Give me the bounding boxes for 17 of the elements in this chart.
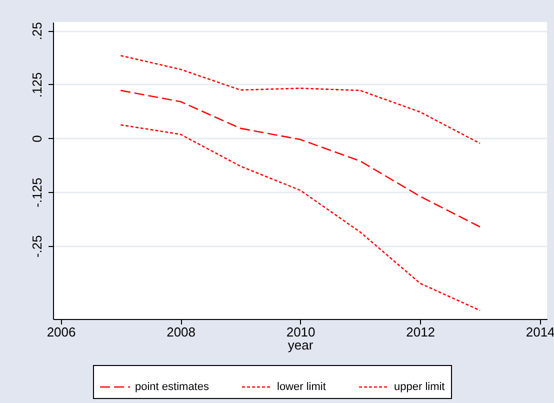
- line-series: [120, 90, 481, 228]
- y-tick-label: -.125: [30, 178, 44, 208]
- x-axis-title: year: [288, 338, 314, 352]
- y-tick-label: .125: [30, 72, 44, 98]
- x-tick-label: 2008: [166, 324, 196, 340]
- line-series: [120, 54, 481, 144]
- legend-label: point estimates: [135, 381, 210, 393]
- line-series: [120, 124, 481, 312]
- y-tick-label: 0: [30, 135, 44, 142]
- y-tick-label: -.25: [30, 235, 44, 258]
- y-tick-label: .25: [30, 22, 44, 40]
- legend-label: upper limit: [394, 381, 445, 393]
- x-tick-label: 2010: [286, 324, 316, 340]
- x-tick-label: 2014: [526, 324, 554, 340]
- x-tick-label: 2006: [46, 324, 76, 340]
- legend-label: lower limit: [277, 381, 326, 393]
- x-tick-label: 2012: [406, 324, 436, 340]
